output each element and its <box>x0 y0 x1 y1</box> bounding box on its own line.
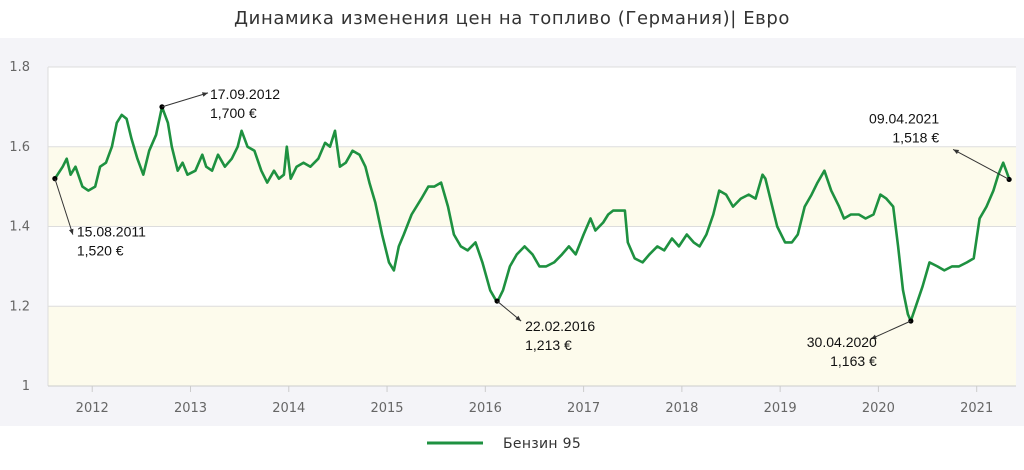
annotation-date: 30.04.2020 <box>807 334 877 350</box>
annotation-value: 1,520 € <box>77 243 124 259</box>
x-tick-label: 2013 <box>174 401 207 416</box>
annotation-date: 09.04.2021 <box>869 110 939 126</box>
annotation-arrowhead <box>69 228 74 235</box>
annotation: 09.04.2021 1,518 € <box>869 110 1012 183</box>
y-tick-label: 1.6 <box>9 140 30 155</box>
annotation: 22.02.2016 1,213 € <box>494 298 595 353</box>
chart-title: Динамика изменения цен на топливо (Герма… <box>234 8 790 29</box>
y-tick-label: 1.2 <box>9 299 30 314</box>
annotation-dot <box>1006 176 1012 183</box>
x-tick-label: 2012 <box>76 401 109 416</box>
series-layer <box>53 105 1011 323</box>
annotations: 15.08.2011 1,520 € 17.09.2012 1,700 € 22.02.… <box>52 86 1012 369</box>
annotation: 17.09.2012 1,700 € <box>159 86 280 121</box>
x-tick-label: 2018 <box>665 401 698 416</box>
annotation-arrow <box>952 149 1010 180</box>
annotation-date: 15.08.2011 <box>77 224 146 240</box>
annotation-dot <box>159 104 165 110</box>
annotation-arrowhead <box>202 92 208 97</box>
x-tick-label: 2016 <box>469 401 502 416</box>
y-tick-label: 1.4 <box>9 220 30 235</box>
y-axis: 1 1.2 1.4 1.6 1.8 <box>9 60 30 394</box>
annotation-arrowhead <box>515 315 522 322</box>
x-tick-label: 2019 <box>764 401 797 416</box>
x-tick-label: 2017 <box>567 401 600 416</box>
annotation-date: 17.09.2012 <box>210 86 280 102</box>
annotation-value: 1,518 € <box>892 129 939 145</box>
annotation-date: 22.02.2016 <box>525 318 595 334</box>
x-tick-label: 2021 <box>960 401 993 416</box>
annotation-arrow <box>870 320 912 340</box>
annotation-value: 1,163 € <box>830 353 877 369</box>
annotation-value: 1,700 € <box>210 105 257 121</box>
annotation-arrow <box>54 178 74 235</box>
annotation-arrow <box>161 92 209 108</box>
x-axis: 2012 2013 2014 2015 2016 2017 2018 2019 2020 2021 <box>48 385 1016 416</box>
legend[interactable]: Бензин 95 <box>427 436 581 452</box>
y-tick-label: 1 <box>22 379 30 394</box>
y-tick-label: 1.8 <box>9 60 30 75</box>
legend-label: Бензин 95 <box>503 436 581 452</box>
annotation-value: 1,213 € <box>525 337 572 353</box>
x-tick-label: 2014 <box>272 401 305 416</box>
annotation: 30.04.2020 1,163 € <box>807 318 914 369</box>
plot-band <box>48 306 1016 386</box>
x-tick-label: 2015 <box>370 401 403 416</box>
x-tick-label: 2020 <box>862 401 895 416</box>
plot-area <box>47 66 1016 387</box>
annotation-arrowhead <box>870 334 877 339</box>
annotation: 15.08.2011 1,520 € <box>52 176 146 259</box>
annotation-arrowhead <box>953 149 960 155</box>
series-line <box>53 105 1011 323</box>
